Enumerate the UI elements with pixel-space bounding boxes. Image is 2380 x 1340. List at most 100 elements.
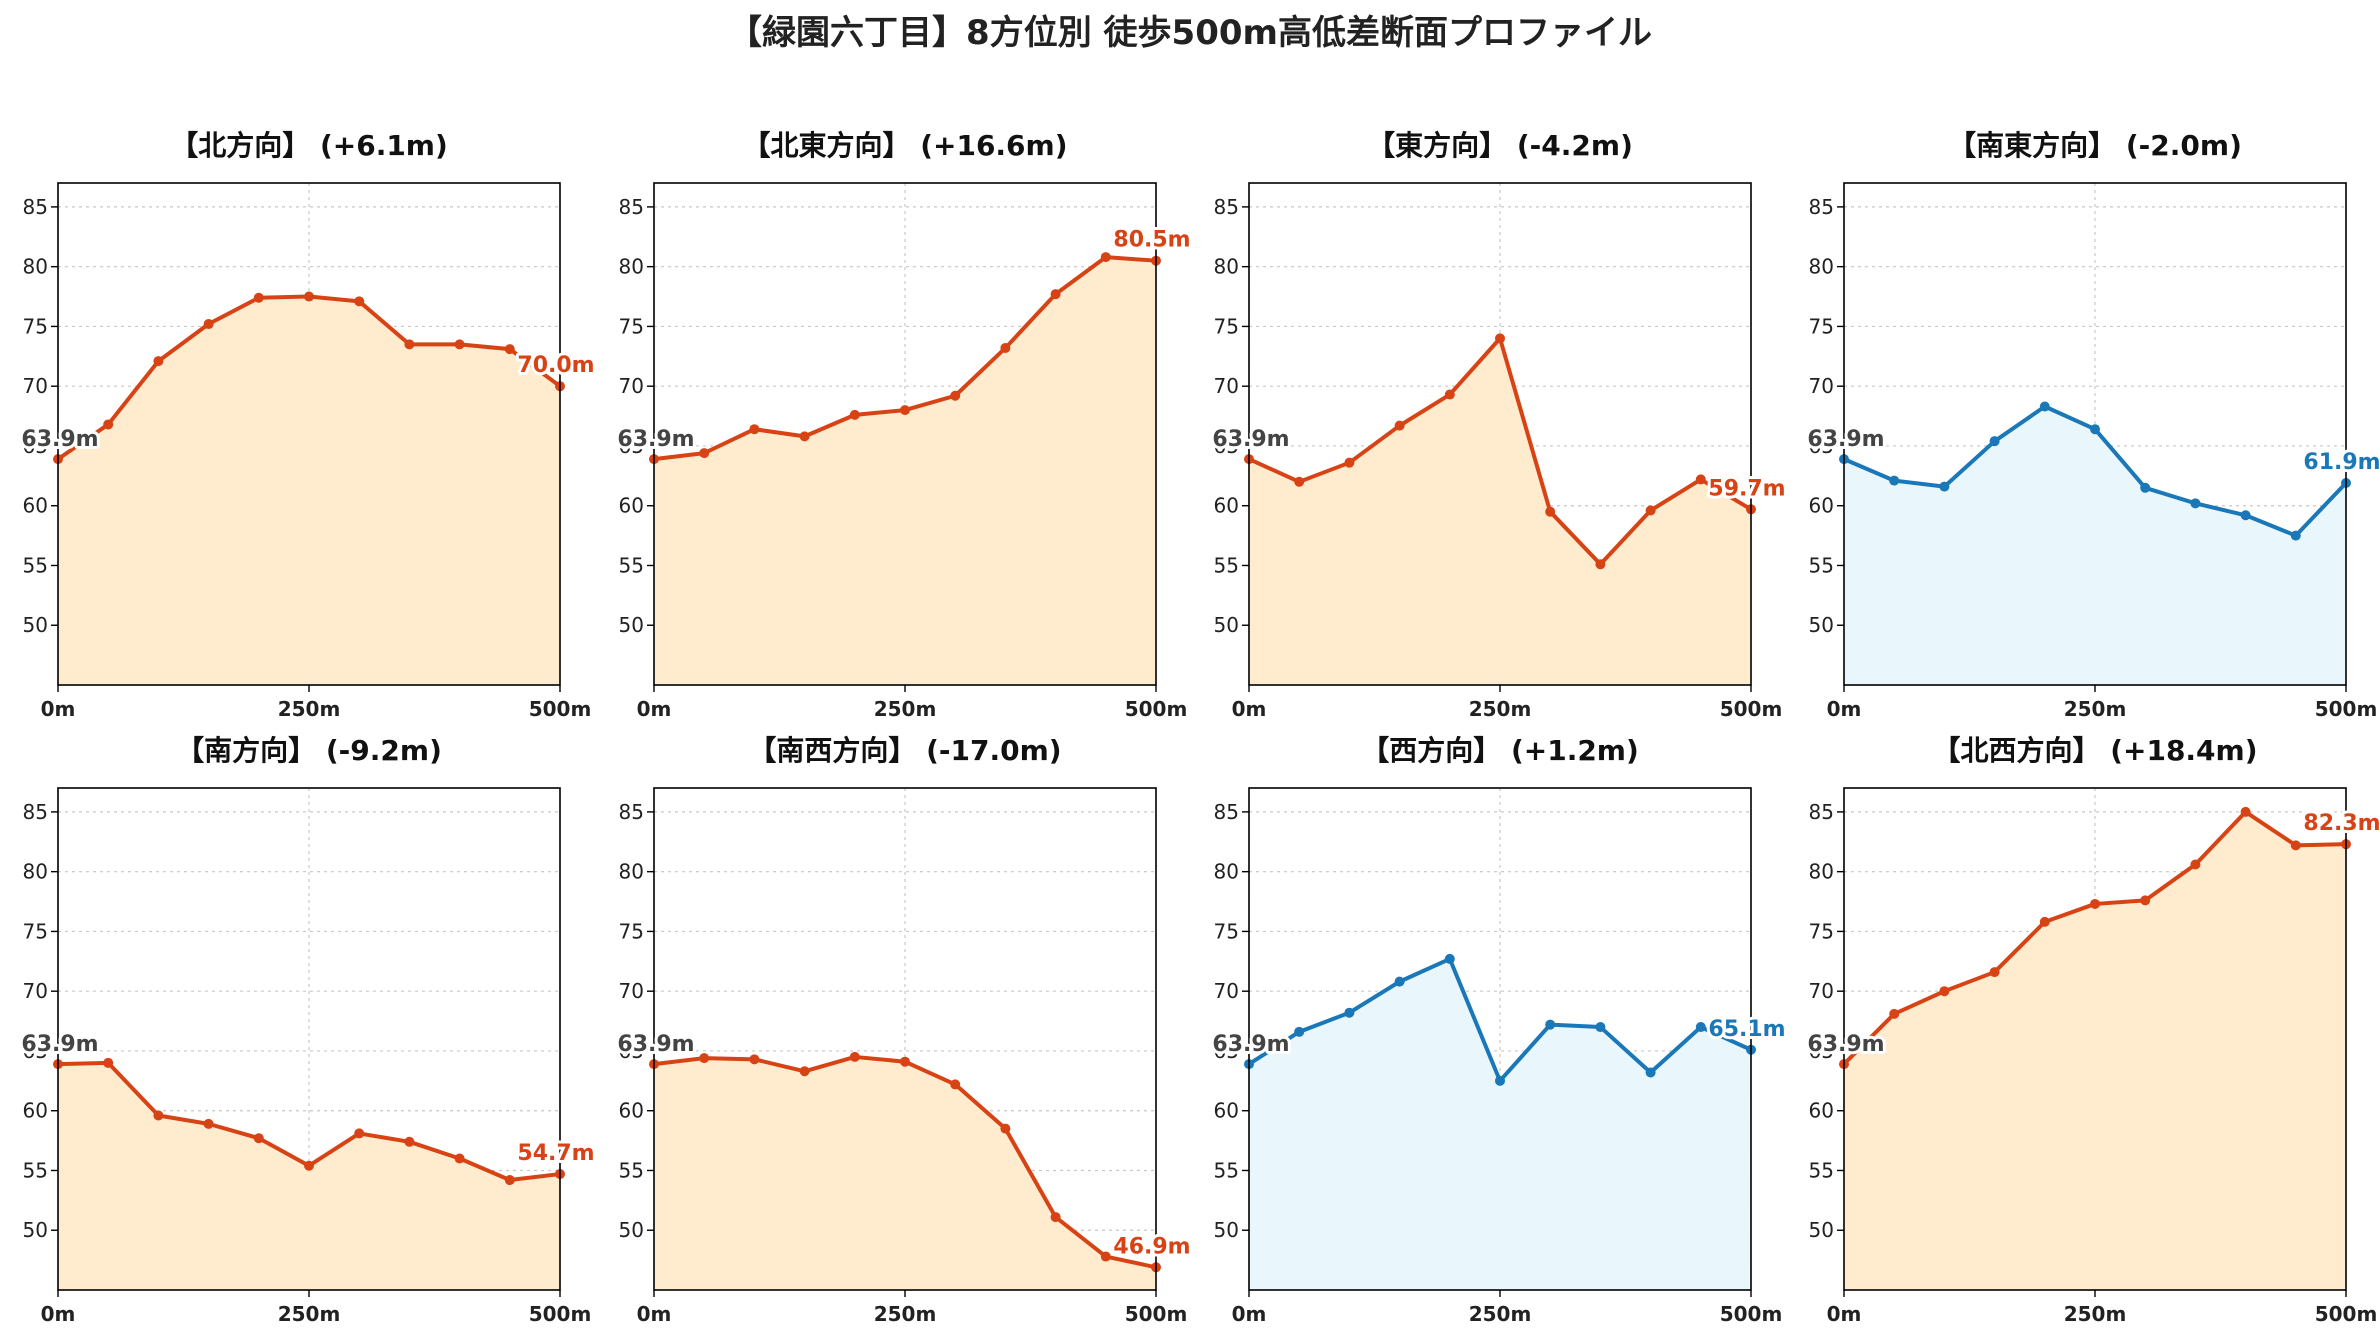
y-tick-label: 70 <box>1809 374 1834 398</box>
data-point <box>1695 1022 1706 1033</box>
x-tick-label: 0m <box>41 1302 76 1326</box>
data-point <box>849 1051 860 1062</box>
y-tick-label: 55 <box>1809 553 1834 577</box>
y-tick-label: 50 <box>619 613 644 637</box>
x-tick-label: 0m <box>637 697 672 721</box>
panel-title: 【北西方向】 (+18.4m) <box>1932 734 2257 767</box>
y-tick-label: 80 <box>619 860 644 884</box>
x-tick-label: 250m <box>1469 697 1532 721</box>
panel-title: 【西方向】 (+1.2m) <box>1361 734 1639 767</box>
y-tick-label: 65 <box>23 1039 48 1063</box>
x-tick-label: 250m <box>1469 1302 1532 1326</box>
x-tick-label: 500m <box>2315 697 2378 721</box>
data-point <box>2290 530 2301 541</box>
data-point <box>849 409 860 420</box>
panel-8: 【北西方向】 (+18.4m) 50 55 60 65 70 75 80 85 0m 250m 500… <box>1804 734 2380 1326</box>
y-tick-label: 50 <box>1214 1218 1239 1242</box>
y-tick-label: 55 <box>1809 1158 1834 1182</box>
start-elevation-label: 63.9m <box>1212 427 1289 452</box>
y-tick-label: 65 <box>1214 434 1239 458</box>
data-point <box>1545 1019 1556 1030</box>
panel-title: 【北東方向】 (+16.6m) <box>742 129 1067 162</box>
data-point <box>1100 252 1111 263</box>
y-tick-label: 55 <box>1214 1158 1239 1182</box>
elevation-area <box>654 1056 1156 1290</box>
y-tick-label: 60 <box>23 1099 48 1123</box>
data-point <box>304 1160 314 1171</box>
data-point <box>103 1057 114 1068</box>
start-elevation-label: 63.9m <box>617 427 694 452</box>
panel-1: 【北方向】 (+6.1m) 50 55 60 65 70 75 80 85 0m 250m 500m 6… <box>18 129 597 721</box>
panel-title: 【南方向】 (-9.2m) <box>176 734 442 767</box>
y-tick-label: 50 <box>1809 1218 1834 1242</box>
data-point <box>1989 436 2000 447</box>
y-tick-label: 70 <box>619 979 644 1003</box>
y-tick-label: 50 <box>1809 613 1834 637</box>
x-tick-label: 500m <box>2315 1302 2378 1326</box>
panel-title: 【東方向】 (-4.2m) <box>1367 129 1633 162</box>
data-point <box>1495 1075 1505 1086</box>
data-point <box>153 1110 164 1121</box>
panel-7: 【西方向】 (+1.2m) 50 55 60 65 70 75 80 85 0m 250m 500m 6… <box>1209 734 1788 1326</box>
data-point <box>2039 916 2050 927</box>
start-elevation-label: 63.9m <box>617 1032 694 1057</box>
x-tick-label: 0m <box>1827 1302 1862 1326</box>
x-tick-label: 250m <box>2064 1302 2127 1326</box>
y-tick-label: 65 <box>1214 1039 1239 1063</box>
end-elevation-label: 46.9m <box>1113 1234 1190 1259</box>
data-point <box>2240 806 2251 817</box>
y-tick-label: 50 <box>619 1218 644 1242</box>
elevation-area <box>654 257 1156 685</box>
panel-title: 【南東方向】 (-2.0m) <box>1948 129 2242 162</box>
data-point <box>1545 506 1556 517</box>
data-point <box>1889 1008 1900 1019</box>
y-tick-label: 70 <box>619 374 644 398</box>
data-point <box>1394 976 1405 987</box>
y-tick-label: 85 <box>619 800 644 824</box>
y-tick-label: 50 <box>23 613 48 637</box>
data-point <box>1695 474 1706 485</box>
y-tick-label: 80 <box>619 255 644 279</box>
y-tick-label: 80 <box>1214 255 1239 279</box>
y-tick-label: 65 <box>1809 434 1834 458</box>
y-tick-label: 60 <box>1809 1099 1834 1123</box>
data-point <box>2240 510 2251 521</box>
data-point <box>1939 986 1950 997</box>
x-tick-label: 500m <box>529 1302 592 1326</box>
data-point <box>1100 1251 1111 1262</box>
y-tick-label: 75 <box>23 314 48 338</box>
panel-title: 【南西方向】 (-17.0m) <box>748 734 1061 767</box>
y-tick-label: 75 <box>23 919 48 943</box>
y-tick-label: 75 <box>1809 314 1834 338</box>
end-elevation-label: 61.9m <box>2303 450 2380 475</box>
panel-2: 【北東方向】 (+16.6m) 50 55 60 65 70 75 80 85 0m 250m 500… <box>614 129 1193 721</box>
data-point <box>1344 1007 1355 1018</box>
data-point <box>1050 1212 1061 1223</box>
data-point <box>354 296 365 307</box>
data-point <box>1050 289 1061 300</box>
y-tick-label: 65 <box>619 1039 644 1063</box>
y-tick-label: 65 <box>23 434 48 458</box>
panel-6: 【南西方向】 (-17.0m) 50 55 60 65 70 75 80 85 0m 250m 500… <box>614 734 1193 1326</box>
panel-4: 【南東方向】 (-2.0m) 50 55 60 65 70 75 80 85 0m 250m 500m… <box>1804 129 2380 721</box>
data-point <box>504 344 515 355</box>
data-point <box>2190 859 2201 870</box>
y-tick-label: 70 <box>23 979 48 1003</box>
end-elevation-label: 65.1m <box>1708 1017 1785 1042</box>
data-point <box>2140 895 2151 906</box>
figure-title: 【緑園六丁目】8方位別 徒歩500m高低差断面プロファイル <box>728 13 1652 53</box>
data-point <box>253 292 264 303</box>
y-tick-label: 55 <box>23 553 48 577</box>
data-point <box>2090 424 2100 435</box>
data-point <box>1939 481 1950 492</box>
data-point <box>950 1079 961 1090</box>
data-point <box>203 1118 214 1129</box>
y-tick-label: 60 <box>1214 494 1239 518</box>
y-tick-label: 60 <box>619 494 644 518</box>
start-elevation-label: 63.9m <box>1807 1032 1884 1057</box>
x-tick-label: 0m <box>1232 697 1267 721</box>
data-point <box>1989 967 2000 978</box>
elevation-area <box>1249 338 1751 685</box>
data-point <box>699 448 710 459</box>
data-point <box>1000 1123 1011 1134</box>
